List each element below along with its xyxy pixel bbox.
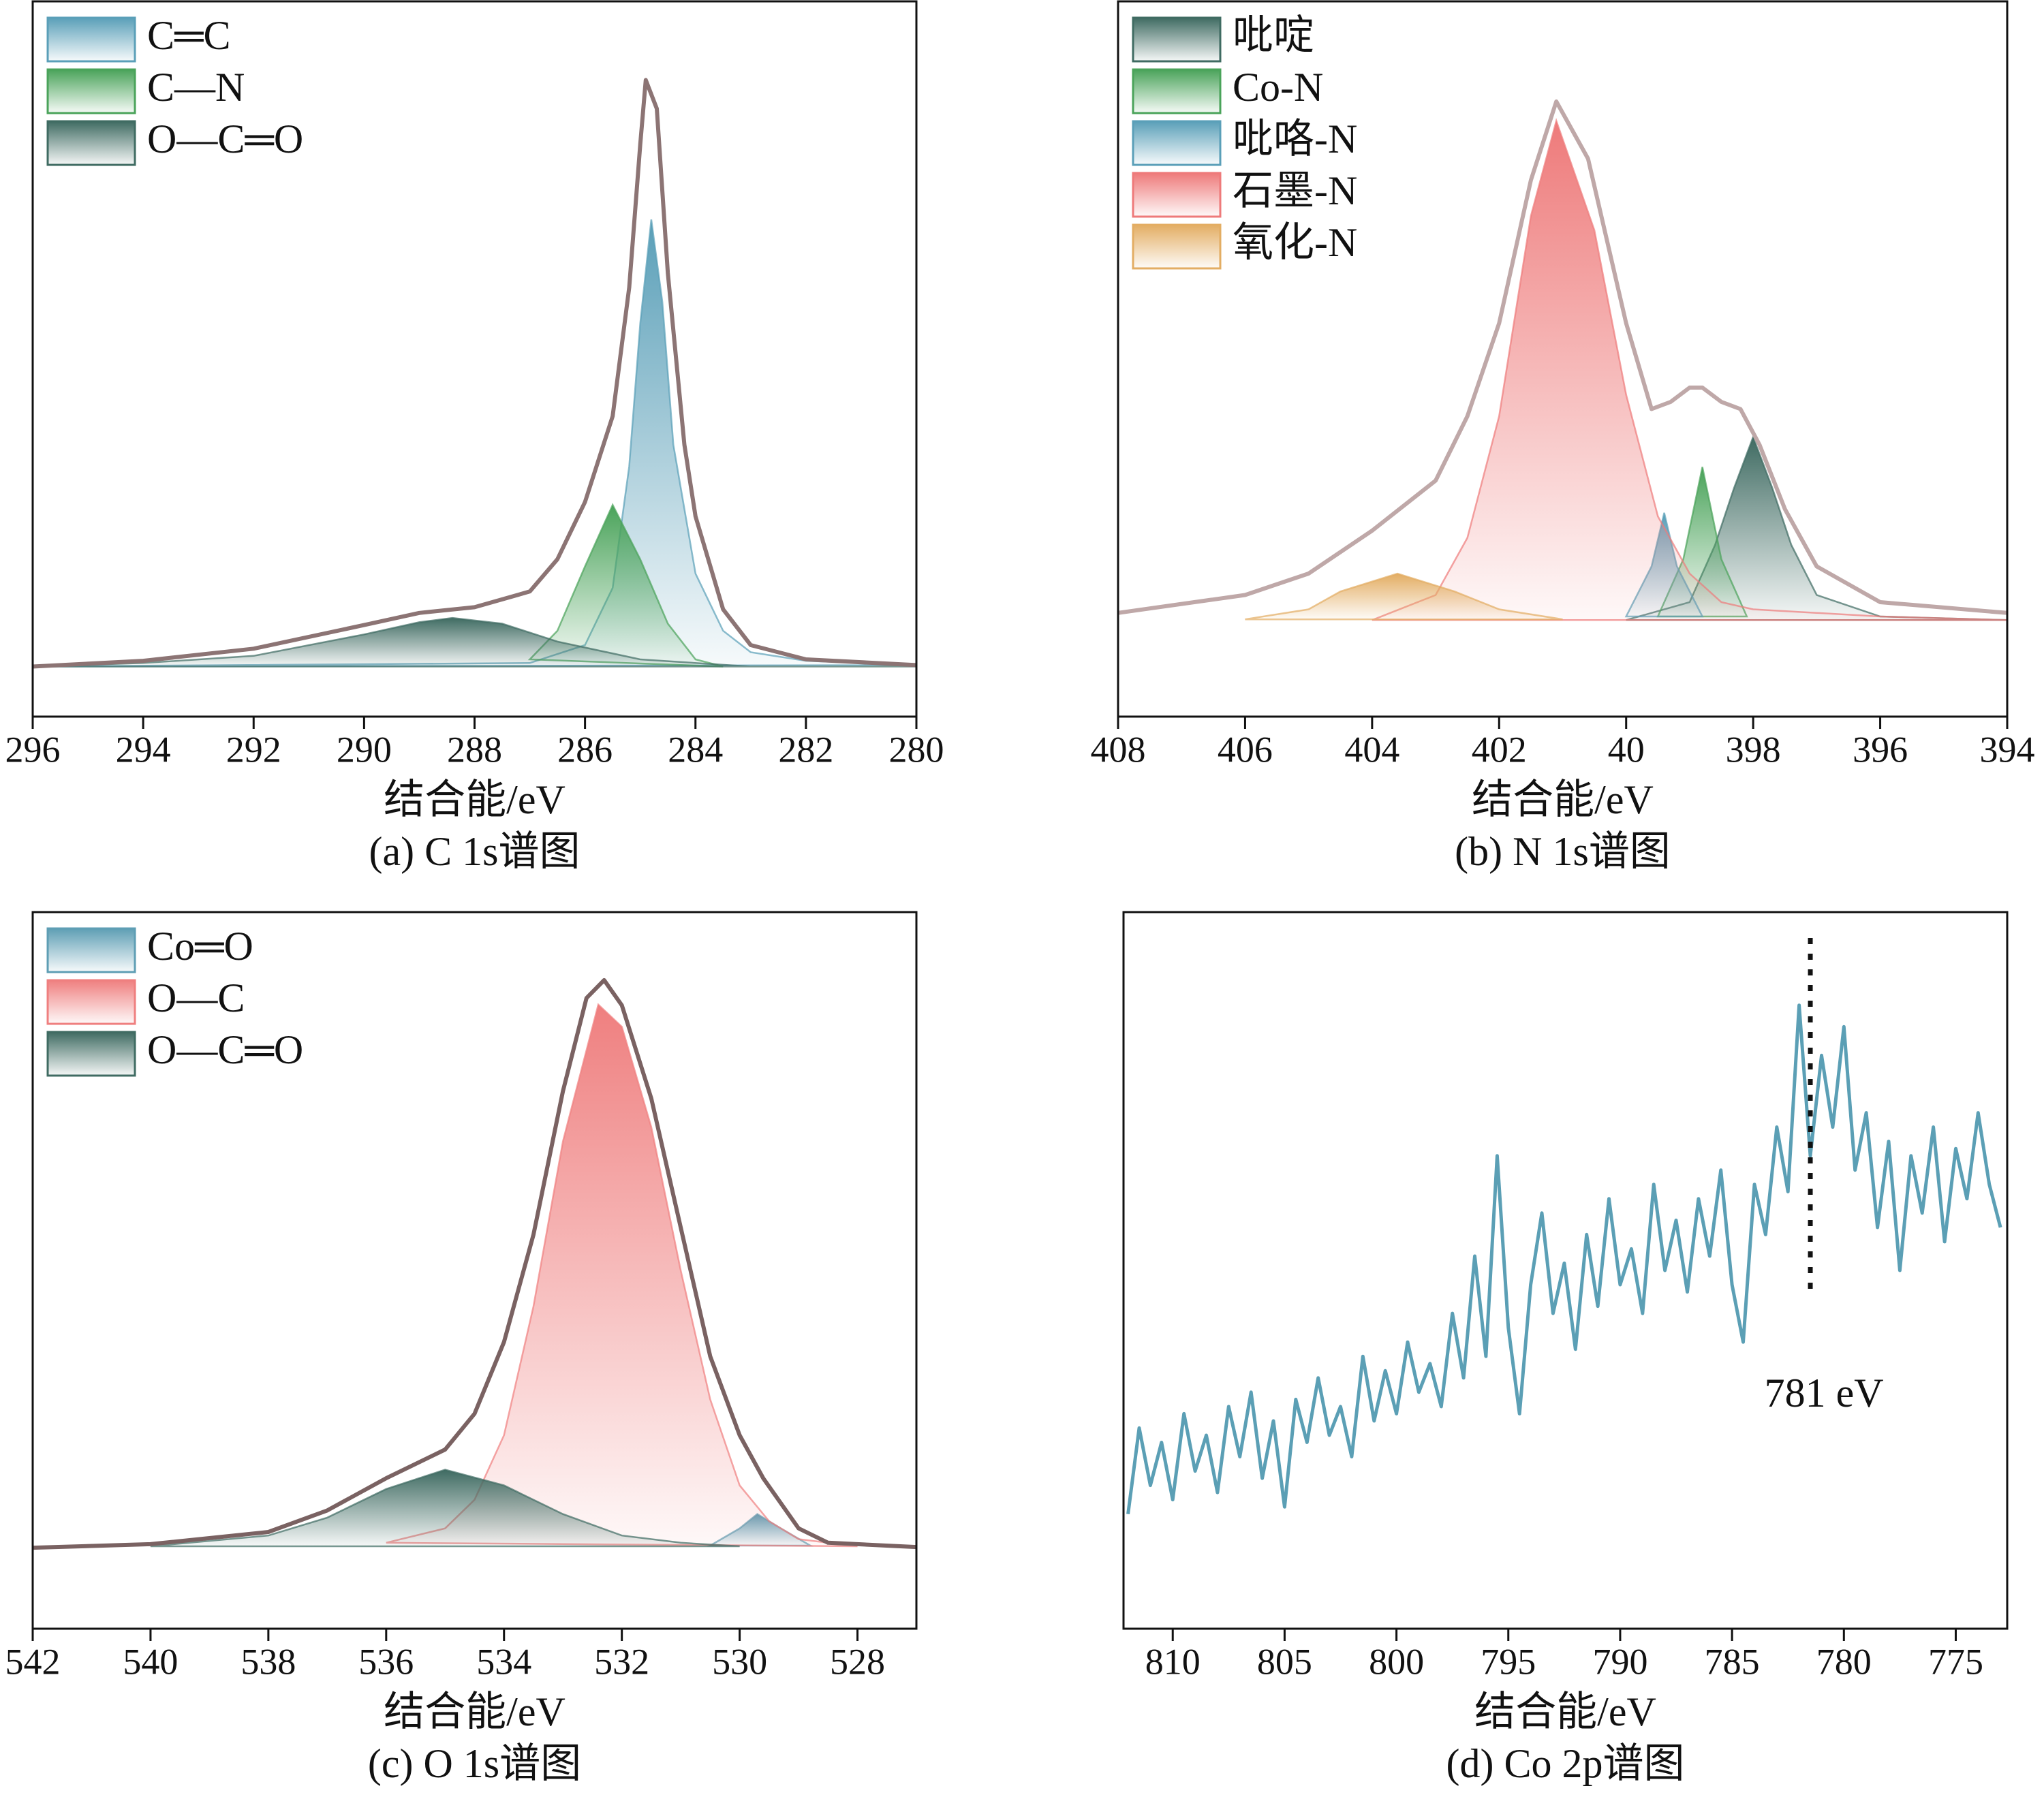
- legend-label: O—C═O: [147, 116, 303, 161]
- plot-area: [33, 977, 916, 1550]
- panel: 542 540 538 536 534 532 530 528 结合能/eV (c) O 1s谱图…: [5, 911, 918, 1786]
- x-tick-label: 396: [1853, 729, 1908, 770]
- legend-swatch: [46, 1031, 136, 1077]
- legend-swatch: [46, 120, 136, 166]
- x-tick-label: 810: [1145, 1641, 1201, 1682]
- peak-area: [150, 1469, 740, 1548]
- legend-label: 吡咯-N: [1233, 116, 1357, 161]
- x-tick-label: 785: [1705, 1641, 1760, 1682]
- legend-label: 吡啶: [1233, 13, 1314, 58]
- x-tick-label: 542: [5, 1641, 61, 1682]
- x-tick-label: 286: [557, 729, 613, 770]
- x-tick-label: 530: [712, 1641, 767, 1682]
- x-tick-label: 780: [1816, 1641, 1872, 1682]
- caption: (a) C 1s谱图: [369, 829, 580, 874]
- x-tick-label: 296: [5, 729, 61, 770]
- plot-frame: [1117, 0, 2009, 718]
- x-tick-label: 408: [1091, 729, 1146, 770]
- legend-label: C═C: [147, 13, 231, 58]
- peak-area: [33, 616, 916, 668]
- x-tick-label: 790: [1592, 1641, 1647, 1682]
- caption: (c) O 1s谱图: [368, 1741, 581, 1786]
- peak-area: [1245, 572, 1563, 621]
- plot-area: [1126, 1003, 2002, 1515]
- legend-swatch: [1132, 68, 1222, 114]
- x-tick-label: 536: [358, 1641, 414, 1682]
- legend-swatch: [1132, 120, 1222, 166]
- legend-swatch: [1132, 16, 1222, 63]
- x-tick-label: 402: [1472, 729, 1527, 770]
- legend-label: 氧化-N: [1233, 220, 1357, 265]
- x-tick-label: 805: [1257, 1641, 1312, 1682]
- x-tick-label: 290: [337, 729, 392, 770]
- x-tick-label: 292: [226, 729, 281, 770]
- legend-label: O—C═O: [147, 1027, 303, 1072]
- x-tick-label: 284: [668, 729, 723, 770]
- caption: (b) N 1s谱图: [1455, 829, 1671, 874]
- x-tick-label: 800: [1369, 1641, 1424, 1682]
- x-tick-label: 398: [1726, 729, 1781, 770]
- x-axis-label: 结合能/eV: [384, 777, 566, 822]
- envelope-line: [1118, 99, 2007, 615]
- legend-swatch: [46, 927, 136, 973]
- x-tick-label: 528: [830, 1641, 885, 1682]
- legend-label: 石墨-N: [1233, 168, 1357, 213]
- x-axis-label: 结合能/eV: [1472, 777, 1654, 822]
- spectrum-line: [1126, 1003, 2002, 1515]
- plot-area: [33, 78, 916, 669]
- legend-swatch: [1132, 223, 1222, 270]
- x-axis-label: 结合能/eV: [1474, 1689, 1656, 1734]
- x-tick-label: 540: [123, 1641, 178, 1682]
- x-tick-label: 406: [1218, 729, 1273, 770]
- x-tick-label: 532: [594, 1641, 649, 1682]
- peak-area: [386, 1003, 858, 1548]
- plot-frame: [1122, 911, 2009, 1630]
- x-tick-label: 394: [1980, 729, 2035, 770]
- x-tick-label: 795: [1481, 1641, 1536, 1682]
- annotation: 781 eV: [1765, 1371, 1884, 1415]
- legend-label: C—N: [147, 65, 245, 110]
- peak-area: [33, 219, 916, 668]
- x-tick-label: 534: [476, 1641, 531, 1682]
- envelope-line: [33, 78, 916, 669]
- legend-swatch: [46, 16, 136, 63]
- x-tick-label: 294: [116, 729, 171, 770]
- plot-area: [1118, 99, 2007, 621]
- x-tick-label: 404: [1344, 729, 1399, 770]
- legend-swatch: [46, 979, 136, 1025]
- x-axis-label: 结合能/eV: [384, 1689, 566, 1734]
- panel: 296 294 292 290 288 286 284 282 280 结合能/eV (a) C 1…: [5, 0, 944, 874]
- legend-swatch: [46, 68, 136, 114]
- plot-frame: [31, 911, 918, 1630]
- peak-area: [1372, 118, 2007, 621]
- legend-label: Co═O: [147, 924, 253, 969]
- envelope-line: [33, 977, 916, 1550]
- panel: 781 eV 810 805 800 795 790 785 780 775 结合能/eV (d) …: [1122, 911, 2009, 1786]
- x-tick-label: 775: [1928, 1641, 1983, 1682]
- x-tick-label: 538: [241, 1641, 296, 1682]
- x-tick-label: 288: [447, 729, 502, 770]
- panel: 408 406 404 402 40 398 396 394 结合能/eV (b) N 1s谱图 吡…: [1091, 0, 2035, 874]
- caption: (d) Co 2p谱图: [1446, 1741, 1685, 1786]
- legend-label: O—C: [147, 975, 245, 1020]
- x-tick-label: 280: [889, 729, 944, 770]
- x-tick-label: 40: [1608, 729, 1645, 770]
- legend-swatch: [1132, 172, 1222, 218]
- x-tick-label: 282: [778, 729, 833, 770]
- legend-label: Co-N: [1233, 65, 1323, 110]
